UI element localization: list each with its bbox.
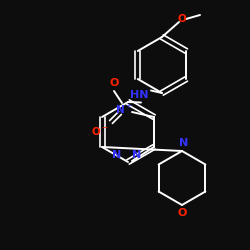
Text: N: N — [112, 150, 122, 160]
Text: N$^+$: N$^+$ — [115, 102, 133, 116]
Text: N: N — [180, 138, 189, 148]
Text: HN: HN — [130, 90, 148, 101]
Text: O: O — [109, 78, 119, 88]
Text: O: O — [178, 14, 186, 24]
Text: N: N — [132, 150, 141, 160]
Text: O$^-$: O$^-$ — [91, 125, 109, 137]
Text: O: O — [177, 208, 187, 218]
